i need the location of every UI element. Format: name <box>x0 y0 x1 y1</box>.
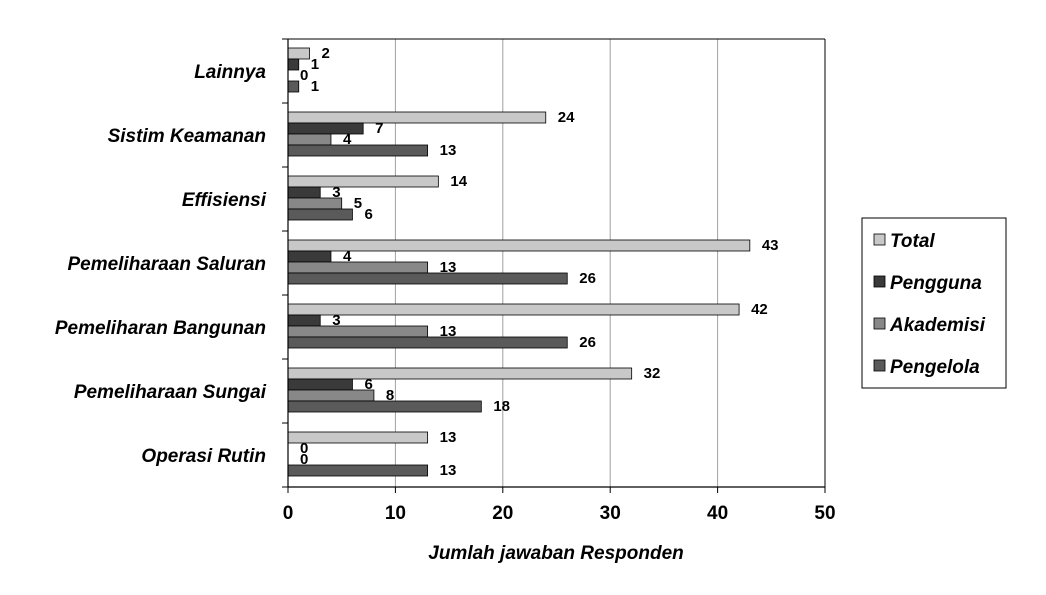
data-label-4-3: 26 <box>579 334 596 351</box>
data-label-2-1: 3 <box>332 184 340 201</box>
bar-4-3 <box>287 336 568 349</box>
data-label-0-3: 1 <box>311 78 319 95</box>
category-label-1: Sistim Keamanan <box>108 126 266 147</box>
bar-2-3 <box>287 208 353 221</box>
bar-5-1 <box>287 378 353 391</box>
bar-2-1 <box>287 186 321 199</box>
bar-1-1 <box>287 122 364 135</box>
bar-6-3 <box>287 464 429 477</box>
data-label-6-2: 0 <box>300 451 308 468</box>
x-tick-label-50: 50 <box>814 503 835 524</box>
bar-5-2 <box>287 389 375 402</box>
data-label-6-1: 0 <box>300 440 308 457</box>
legend-box <box>861 217 1007 389</box>
x-axis-title: Jumlah jawaban Responden <box>428 543 684 564</box>
data-label-4-0: 42 <box>751 301 768 318</box>
bar-4-1 <box>287 314 321 327</box>
data-label-3-3: 26 <box>579 270 596 287</box>
bar-0-3 <box>287 80 300 93</box>
bar-3-2 <box>287 261 429 274</box>
data-label-5-3: 18 <box>493 398 510 415</box>
data-label-0-2: 0 <box>300 67 308 84</box>
bar-5-3 <box>287 400 482 413</box>
bar-3-1 <box>287 250 332 263</box>
x-tick-label-40: 40 <box>707 503 728 524</box>
legend-label-0: Total <box>890 231 935 252</box>
category-label-0: Lainnya <box>194 62 266 83</box>
bar-1-2 <box>287 133 332 146</box>
legend-swatch-3 <box>873 359 886 372</box>
legend: Total Pengguna Akademisi Pengelola <box>861 217 1007 389</box>
data-label-6-3: 13 <box>440 462 457 479</box>
bar-0-0 <box>287 47 310 60</box>
legend-swatch-1 <box>873 275 886 288</box>
legend-swatch-0 <box>873 233 886 246</box>
data-label-1-1: 7 <box>375 120 383 137</box>
data-label-5-0: 32 <box>644 365 661 382</box>
category-label-3: Pemeliharaan Saluran <box>67 254 266 275</box>
category-label-5: Pemeliharaan Sungai <box>74 382 267 403</box>
legend-label-3: Pengelola <box>890 357 980 378</box>
x-tick-label-10: 10 <box>385 503 406 524</box>
bar-4-0 <box>287 303 740 316</box>
x-tick-label-0: 0 <box>283 503 294 524</box>
category-label-2: Effisiensi <box>182 190 267 211</box>
x-tick-label-30: 30 <box>600 503 621 524</box>
grid-lines <box>394 39 826 487</box>
data-label-0-1: 1 <box>311 56 319 73</box>
bar-6-0 <box>287 431 429 444</box>
data-label-1-2: 4 <box>343 131 352 148</box>
bar-1-0 <box>287 111 547 124</box>
bar-5-0 <box>287 367 633 380</box>
data-label-2-3: 6 <box>364 206 372 223</box>
data-label-3-2: 13 <box>440 259 457 276</box>
bar-0-1 <box>287 58 300 71</box>
legend-label-1: Pengguna <box>890 273 982 294</box>
legend-label-2: Akademisi <box>889 315 986 336</box>
legend-swatch-2 <box>873 317 886 330</box>
bar-3-0 <box>287 239 751 252</box>
bar-3-3 <box>287 272 568 285</box>
category-label-6: Operasi Rutin <box>141 446 266 467</box>
data-labels: 2101247413143564341326423132632681813001… <box>300 45 779 479</box>
x-tick-label-20: 20 <box>492 503 513 524</box>
data-label-3-1: 4 <box>343 248 352 265</box>
data-label-5-2: 8 <box>386 387 394 404</box>
bar-1-3 <box>287 144 429 157</box>
bar-4-2 <box>287 325 429 338</box>
data-label-4-2: 13 <box>440 323 457 340</box>
data-label-1-0: 24 <box>558 109 575 126</box>
category-label-4: Pemeliharan Bangunan <box>55 318 266 339</box>
data-label-4-1: 3 <box>332 312 340 329</box>
data-label-2-2: 5 <box>354 195 362 212</box>
data-label-5-1: 6 <box>364 376 372 393</box>
data-label-1-3: 13 <box>440 142 457 159</box>
data-label-6-0: 13 <box>440 429 457 446</box>
data-label-0-0: 2 <box>321 45 329 62</box>
data-label-3-0: 43 <box>762 237 779 254</box>
bars <box>287 47 751 477</box>
bar-2-0 <box>287 175 439 188</box>
data-label-2-0: 14 <box>450 173 467 190</box>
